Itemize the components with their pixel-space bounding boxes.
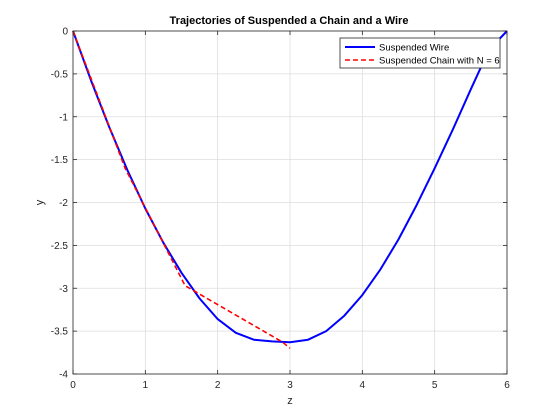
legend-entry: Suspended Wire: [379, 43, 449, 54]
y-tick-label: -4: [59, 370, 68, 381]
y-tick-label: -3.5: [51, 327, 69, 338]
legend-entry: Suspended Chain with N = 6: [379, 56, 500, 67]
legend-box: [339, 37, 501, 69]
series-lines: [72, 30, 508, 349]
y-tick-label: -0.5: [51, 69, 69, 80]
chart-title: Trajectories of Suspended a Chain and a …: [170, 15, 409, 27]
x-tick-label: 6: [504, 380, 510, 391]
series-line-suspended-chain: [72, 30, 291, 349]
x-tick-label: 2: [215, 380, 221, 391]
x-axis-label: z: [287, 395, 293, 407]
x-tick-label: 0: [70, 380, 76, 391]
x-tick-label: 3: [287, 380, 293, 391]
x-tick-label: 1: [143, 380, 149, 391]
y-tick-label: -3: [59, 284, 68, 295]
legend: Suspended Wire Suspended Chain with N = 6: [339, 37, 501, 69]
y-tick-label: -1: [59, 112, 68, 123]
y-tick-label: -2: [59, 198, 68, 209]
series-line-suspended-wire: [72, 30, 508, 344]
axis-ticks: 0 1 2 3 4 5 6 0 -0.5 -1 -1.5 -2 -2.5 -3 -3.5 -4: [51, 27, 510, 392]
x-tick-label: 5: [432, 380, 438, 391]
x-tick-label: 4: [360, 380, 366, 391]
y-axis-label: y: [34, 199, 46, 205]
y-tick-label: -1.5: [51, 155, 69, 166]
y-tick-label: 0: [62, 27, 68, 38]
grid: [72, 30, 508, 375]
y-tick-label: -2.5: [51, 241, 69, 252]
